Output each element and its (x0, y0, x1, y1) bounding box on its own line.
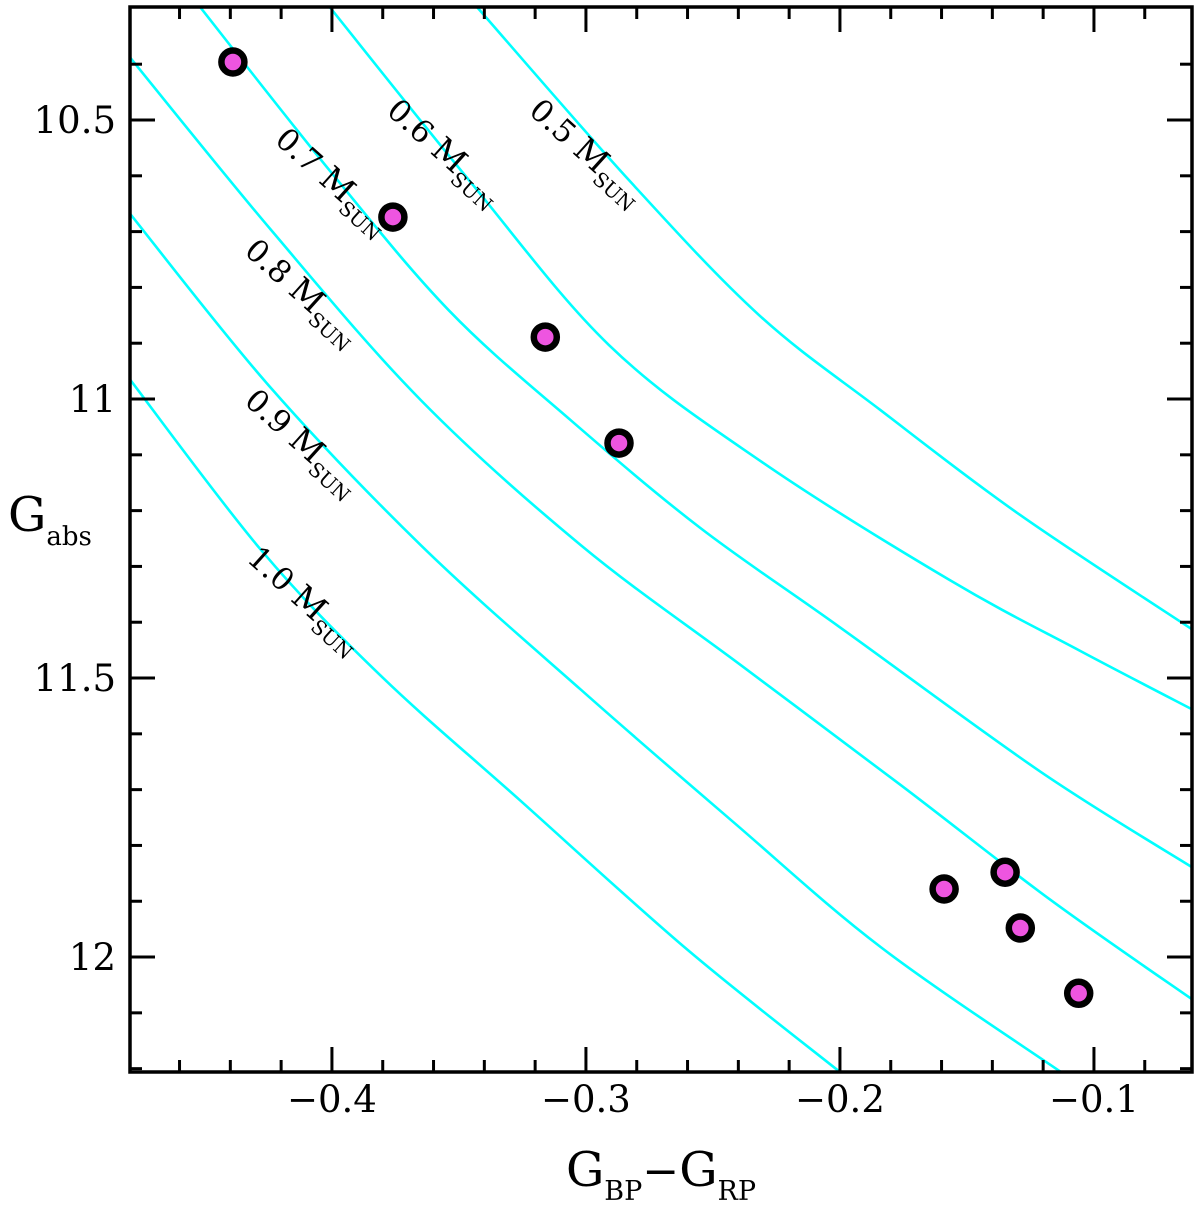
track-label-0.6msun: 0.6 MSUN (377, 90, 511, 217)
x-tick-label-−0.3: −0.3 (541, 1078, 631, 1121)
cooling-track-0.7msun (198, 7, 1192, 869)
x-tick-label-−0.2: −0.2 (795, 1078, 885, 1121)
x-tick-label-−0.1: −0.1 (1049, 1078, 1139, 1121)
cooling-track-1.0msun (130, 377, 841, 1072)
y-tick-label-11: 11 (69, 378, 116, 421)
track-label-1.0msun: 1.0 MSUN (237, 537, 371, 664)
track-label-0.7msun: 0.7 MSUN (265, 119, 399, 246)
x-tick-label-−0.4: −0.4 (287, 1078, 377, 1121)
x-axis-label-gbp-grp: GBP−GRP (566, 1142, 756, 1207)
data-point-1 (218, 47, 248, 77)
data-point-5 (929, 874, 959, 904)
plot-frame (128, 5, 1194, 1074)
cooling-track-0.8msun (130, 55, 1192, 1001)
cooling-track-0.9msun (130, 211, 1062, 1072)
track-label-0.5msun: 0.5 MSUN (519, 90, 653, 217)
data-point-6 (990, 857, 1020, 887)
data-point-7 (1005, 913, 1036, 943)
y-tick-label-11.5: 11.5 (34, 657, 116, 700)
data-point-2 (378, 202, 408, 232)
track-label-0.8msun: 0.8 MSUN (234, 230, 368, 357)
cooling-track-0.6msun (328, 7, 1192, 711)
track-label-0.9msun: 0.9 MSUN (234, 380, 368, 507)
cooling-track-0.5msun (475, 7, 1192, 631)
y-tick-label-12: 12 (69, 936, 116, 979)
y-axis-label-gabs: Gabs (8, 487, 92, 552)
y-tick-label-10.5: 10.5 (34, 99, 116, 142)
data-point-4 (604, 428, 634, 458)
data-point-3 (530, 322, 561, 352)
data-point-8 (1063, 978, 1094, 1009)
